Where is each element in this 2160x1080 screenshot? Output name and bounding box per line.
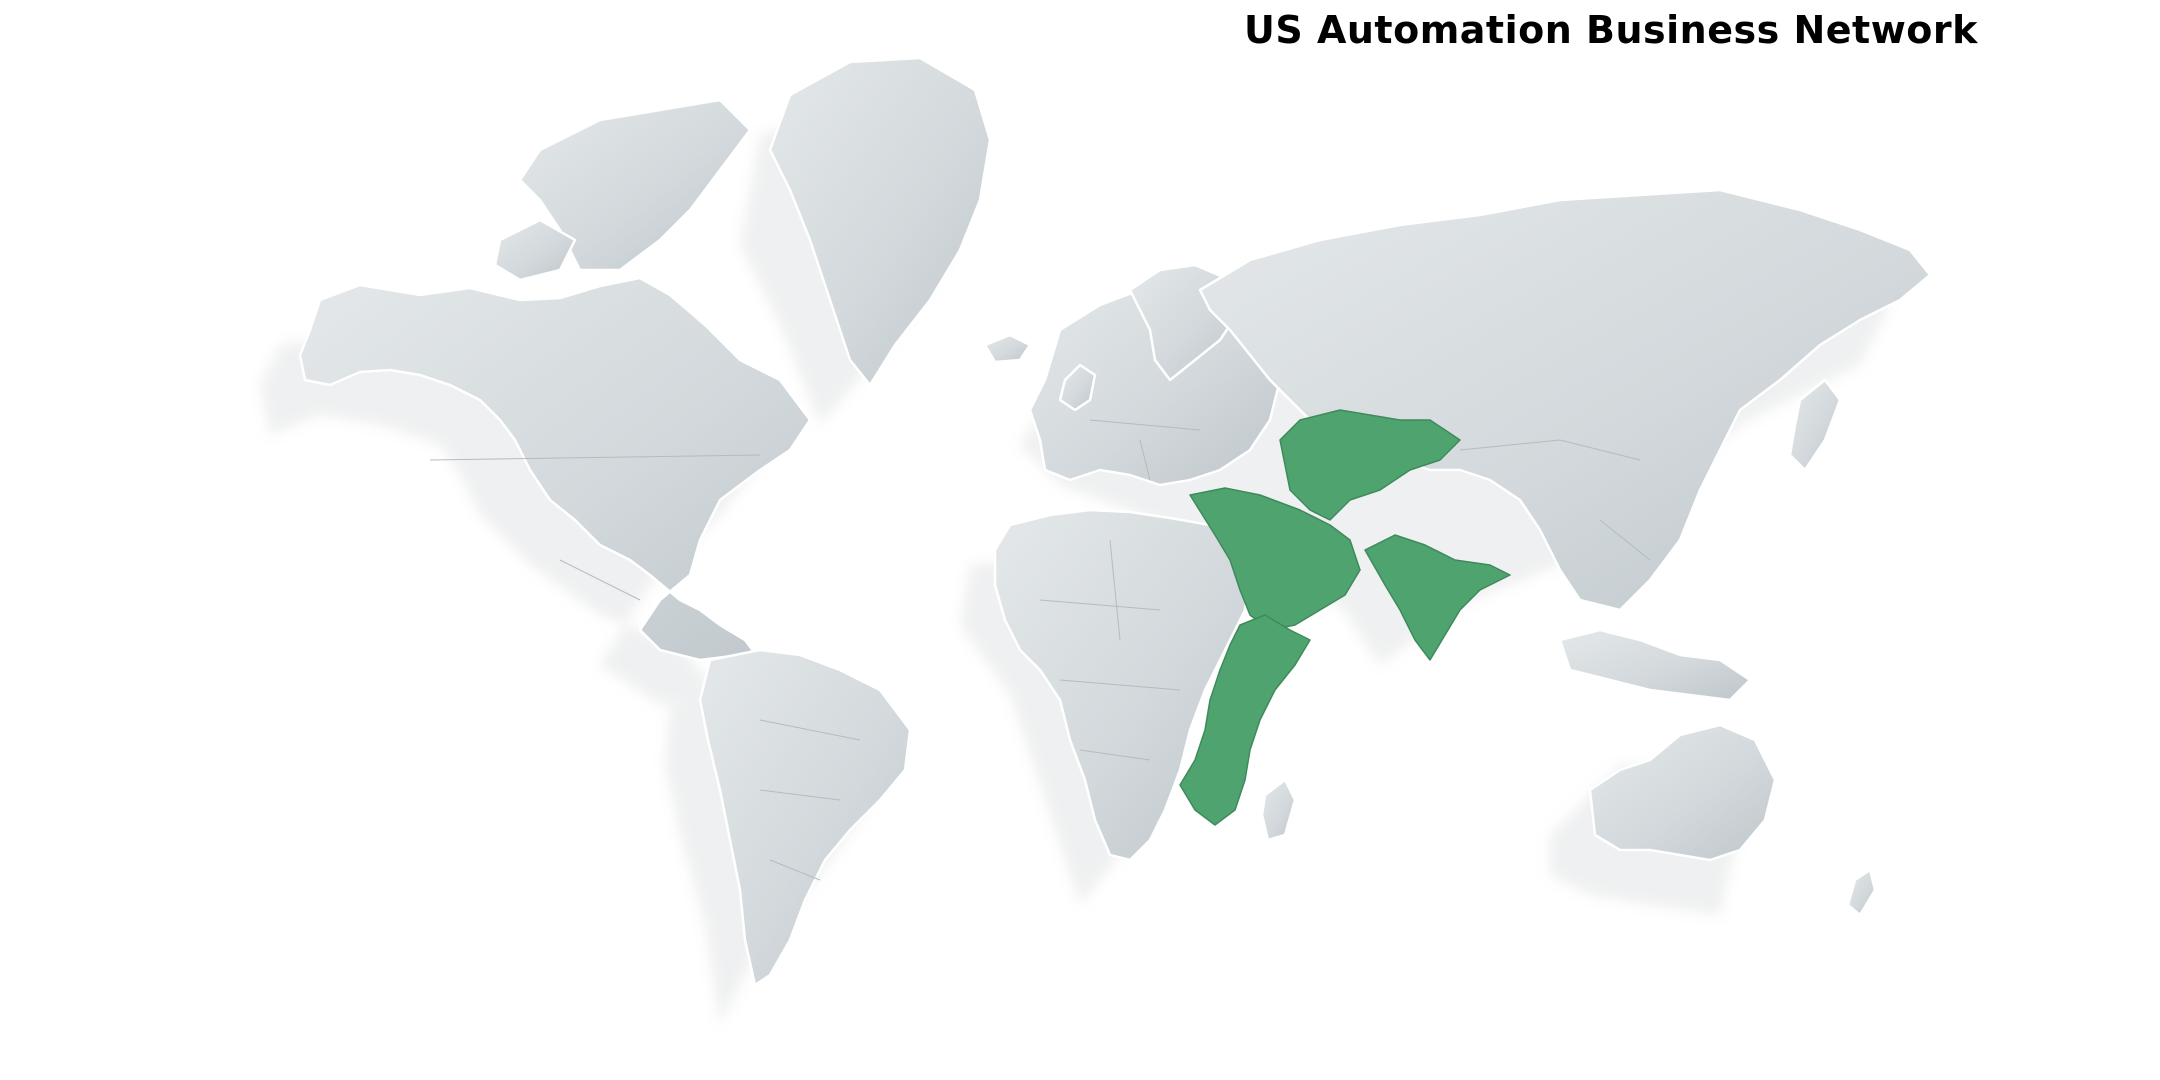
region-japan xyxy=(1788,378,1842,472)
continent-north-america xyxy=(298,276,812,662)
region-new-zealand xyxy=(1846,868,1877,917)
continent-south-america xyxy=(698,648,912,987)
region-greenland xyxy=(768,56,992,387)
country-borders xyxy=(429,419,1651,881)
highlight-india xyxy=(1364,534,1511,661)
highlight-central-asia xyxy=(1279,409,1461,521)
highlight-middle-east xyxy=(1189,487,1361,631)
highlighted-regions xyxy=(1179,409,1511,826)
region-southeast-asia xyxy=(1558,628,1752,702)
region-arctic-islands xyxy=(518,98,752,272)
highlight-east-africa xyxy=(1179,614,1311,826)
page-title: US Automation Business Network xyxy=(1244,8,1978,52)
region-uk xyxy=(1058,363,1097,412)
region-madagascar xyxy=(1260,778,1297,842)
region-iceland xyxy=(983,333,1032,364)
continent-australia xyxy=(1588,723,1777,862)
region-arctic-islands-west xyxy=(493,218,577,282)
